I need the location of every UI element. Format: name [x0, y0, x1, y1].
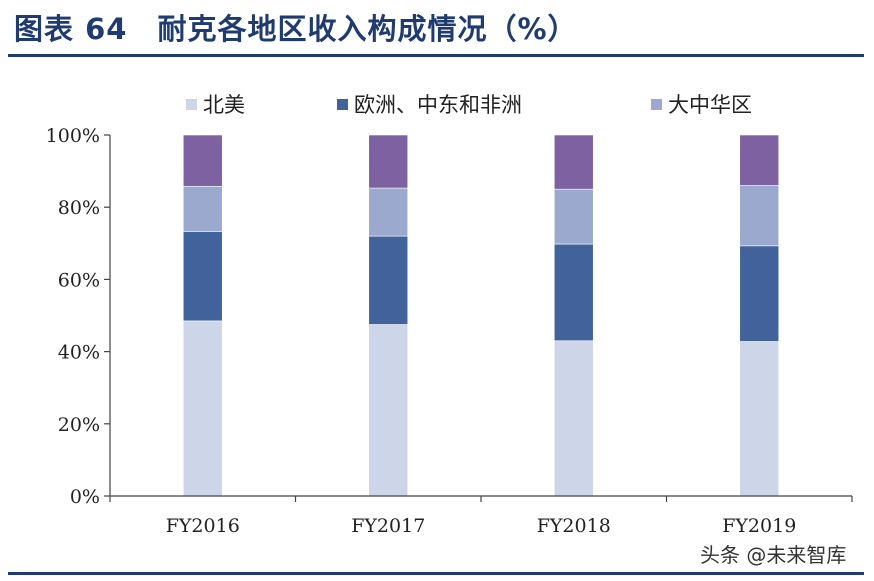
bar-segment [182, 134, 223, 187]
bar-segment [739, 185, 780, 247]
bar-segment [553, 243, 594, 342]
bar-segment [368, 134, 409, 189]
y-tick-label: 60% [58, 269, 100, 291]
bar-segment [739, 245, 780, 342]
bar-segment [368, 324, 409, 497]
y-axis: 0% 20% 40% 60% 80% 100% [46, 125, 111, 508]
y-tick-label: 0% [70, 486, 100, 508]
bar-segment [368, 187, 409, 237]
x-axis: FY2016 FY2017 FY2018 FY2019 [109, 495, 853, 537]
title-rule [8, 54, 864, 57]
x-tick-label: FY2017 [351, 515, 425, 537]
bar-segment [553, 134, 594, 190]
legend-swatch [651, 99, 662, 110]
bottom-rule [8, 572, 864, 575]
chart-title: 图表 64 耐克各地区收入构成情况（%） [14, 12, 578, 46]
y-tick-label: 20% [58, 414, 100, 436]
x-tick-label: FY2018 [537, 515, 611, 537]
bar-segment [182, 231, 223, 322]
x-tick-label: FY2019 [722, 515, 796, 537]
legend-label: 北美 [203, 93, 245, 117]
bar-segment [182, 185, 223, 232]
bar-segment [553, 188, 594, 245]
legend: 北美 欧洲、中东和非洲 大中华区 [186, 93, 752, 117]
bar-segment [368, 235, 409, 325]
bars [182, 134, 780, 497]
bar-segment [553, 340, 594, 497]
legend-swatch [186, 99, 197, 110]
bar-segment [182, 320, 223, 497]
legend-label: 大中华区 [668, 93, 752, 117]
bar-segment [739, 341, 780, 497]
y-tick-label: 40% [58, 342, 100, 364]
bar-segment [739, 134, 780, 186]
legend-label: 欧洲、中东和非洲 [354, 93, 522, 117]
x-tick-label: FY2016 [166, 515, 240, 537]
watermark: 头条 @未来智库 [700, 543, 847, 567]
y-tick-label: 80% [58, 197, 100, 219]
legend-swatch [337, 99, 348, 110]
y-tick-label: 100% [46, 125, 100, 147]
